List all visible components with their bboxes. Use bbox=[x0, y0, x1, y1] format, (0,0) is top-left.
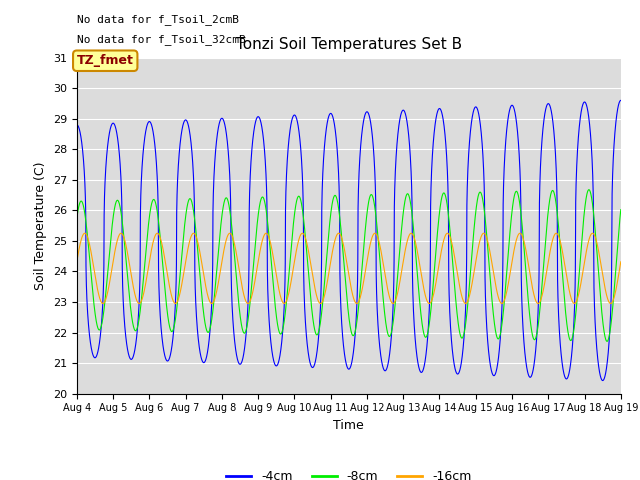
-8cm bbox=[585, 187, 593, 192]
-16cm bbox=[502, 293, 509, 299]
Line: -8cm: -8cm bbox=[77, 190, 621, 341]
-8cm bbox=[502, 286, 509, 291]
Title: Tonzi Soil Temperatures Set B: Tonzi Soil Temperatures Set B bbox=[236, 37, 462, 52]
-8cm bbox=[171, 322, 179, 327]
-8cm bbox=[471, 220, 479, 226]
-4cm bbox=[73, 122, 81, 128]
-16cm bbox=[262, 230, 270, 236]
-8cm bbox=[604, 338, 611, 344]
-16cm bbox=[329, 248, 337, 253]
-4cm bbox=[471, 105, 479, 111]
-4cm bbox=[599, 378, 607, 384]
-16cm bbox=[617, 259, 625, 264]
-8cm bbox=[73, 216, 81, 221]
-4cm bbox=[328, 113, 336, 119]
-16cm bbox=[73, 259, 81, 264]
Text: No data for f_Tsoil_32cmB: No data for f_Tsoil_32cmB bbox=[77, 34, 246, 45]
-16cm bbox=[471, 264, 479, 270]
-16cm bbox=[616, 262, 624, 268]
-16cm bbox=[280, 300, 288, 306]
-8cm bbox=[440, 191, 448, 196]
-4cm bbox=[616, 98, 624, 104]
Legend: -4cm, -8cm, -16cm: -4cm, -8cm, -16cm bbox=[221, 465, 476, 480]
Text: No data for f_Tsoil_2cmB: No data for f_Tsoil_2cmB bbox=[77, 14, 239, 25]
-16cm bbox=[171, 300, 179, 306]
-8cm bbox=[328, 200, 336, 205]
Line: -16cm: -16cm bbox=[77, 233, 621, 303]
X-axis label: Time: Time bbox=[333, 419, 364, 432]
-16cm bbox=[441, 234, 449, 240]
-4cm bbox=[171, 316, 179, 322]
-8cm bbox=[616, 212, 624, 217]
Y-axis label: Soil Temperature (C): Soil Temperature (C) bbox=[35, 161, 47, 290]
-4cm bbox=[440, 127, 448, 132]
-4cm bbox=[502, 143, 509, 148]
-4cm bbox=[617, 97, 625, 103]
Line: -4cm: -4cm bbox=[77, 100, 621, 381]
Text: TZ_fmet: TZ_fmet bbox=[77, 54, 134, 67]
-8cm bbox=[617, 207, 625, 213]
